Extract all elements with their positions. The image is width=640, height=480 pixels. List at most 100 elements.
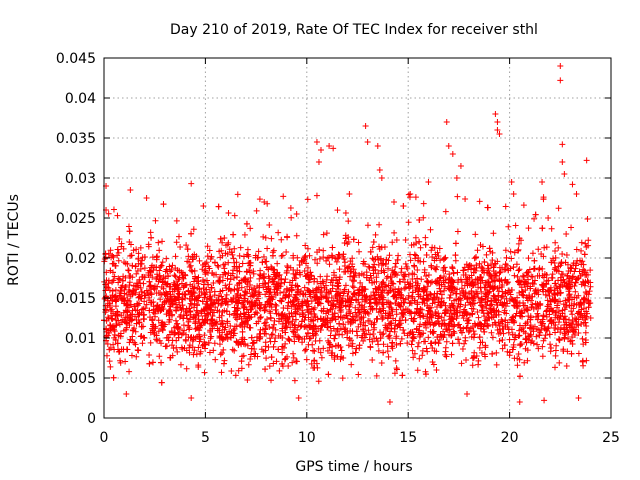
data-point: [148, 286, 155, 293]
data-point: [487, 302, 494, 309]
data-point: [449, 151, 456, 157]
data-point: [509, 346, 516, 353]
data-point: [489, 334, 496, 341]
data-point: [577, 300, 584, 307]
data-point: [361, 298, 368, 305]
data-point: [435, 252, 442, 259]
data-point: [222, 299, 229, 306]
data-point: [176, 267, 183, 274]
data-point: [356, 316, 363, 323]
data-point: [402, 260, 409, 267]
data-point: [414, 280, 421, 287]
data-point: [381, 269, 388, 276]
data-point: [220, 360, 227, 367]
data-point: [416, 355, 423, 362]
data-point: [335, 342, 342, 349]
data-point: [442, 309, 449, 316]
data-point: [344, 298, 351, 305]
data-point: [367, 272, 374, 279]
data-point: [535, 345, 542, 352]
data-point: [385, 353, 392, 360]
data-point: [524, 357, 531, 364]
data-point: [227, 276, 234, 283]
data-point: [281, 356, 288, 363]
data-point: [562, 331, 569, 338]
data-point: [400, 202, 407, 209]
data-point: [393, 294, 400, 301]
data-point: [285, 363, 292, 370]
data-point: [431, 321, 438, 328]
data-point: [506, 336, 513, 343]
data-point: [138, 306, 145, 313]
data-point: [284, 264, 291, 271]
data-point: [306, 287, 313, 294]
data-point: [248, 304, 255, 311]
data-point: [510, 341, 517, 348]
data-point: [389, 239, 396, 246]
data-point: [367, 303, 374, 310]
data-point: [497, 329, 504, 336]
data-point: [345, 238, 352, 245]
data-point: [190, 351, 197, 358]
data-point: [218, 369, 225, 376]
data-point: [449, 265, 456, 272]
data-point: [539, 343, 546, 350]
data-point: [346, 263, 353, 270]
data-point: [234, 291, 241, 298]
data-point: [169, 337, 176, 344]
data-point: [525, 255, 532, 262]
data-point: [424, 311, 431, 318]
data-point: [510, 264, 517, 271]
data-point: [386, 335, 393, 342]
data-point: [230, 255, 237, 262]
data-point: [290, 252, 297, 259]
data-point: [375, 256, 382, 263]
data-point: [493, 272, 500, 279]
data-point: [383, 283, 390, 290]
data-point: [519, 272, 526, 279]
data-point: [206, 289, 213, 296]
data-point: [543, 281, 550, 288]
data-point: [505, 329, 512, 336]
data-point: [196, 257, 203, 264]
data-point: [318, 323, 325, 330]
data-point: [354, 332, 361, 339]
data-point: [440, 287, 447, 294]
data-point: [547, 287, 554, 294]
data-point: [353, 312, 360, 319]
data-point: [132, 307, 139, 313]
data-point: [230, 332, 237, 339]
data-point: [268, 301, 275, 308]
data-point: [167, 303, 174, 310]
data-point: [559, 141, 566, 148]
data-point: [275, 332, 282, 339]
data-point: [411, 297, 418, 304]
data-point: [363, 269, 370, 276]
data-point: [257, 314, 264, 321]
data-point: [264, 316, 271, 323]
data-point: [409, 275, 416, 282]
data-point: [440, 328, 447, 335]
data-point: [409, 347, 416, 354]
data-point: [274, 280, 281, 287]
data-point: [467, 301, 474, 308]
data-point: [581, 251, 588, 258]
data-point: [275, 229, 282, 236]
data-point: [427, 279, 434, 286]
data-point: [405, 191, 412, 198]
data-point: [384, 290, 391, 297]
data-point: [541, 244, 548, 251]
data-point: [345, 306, 352, 313]
data-point: [473, 353, 480, 360]
data-point: [230, 231, 237, 238]
data-point: [291, 294, 298, 301]
data-point: [329, 300, 336, 307]
data-point: [355, 239, 362, 246]
data-point: [172, 273, 179, 280]
data-point: [347, 318, 354, 325]
data-point: [387, 284, 394, 291]
data-point: [265, 279, 272, 286]
data-point: [569, 274, 576, 281]
data-point: [278, 252, 285, 259]
data-point: [424, 283, 431, 290]
